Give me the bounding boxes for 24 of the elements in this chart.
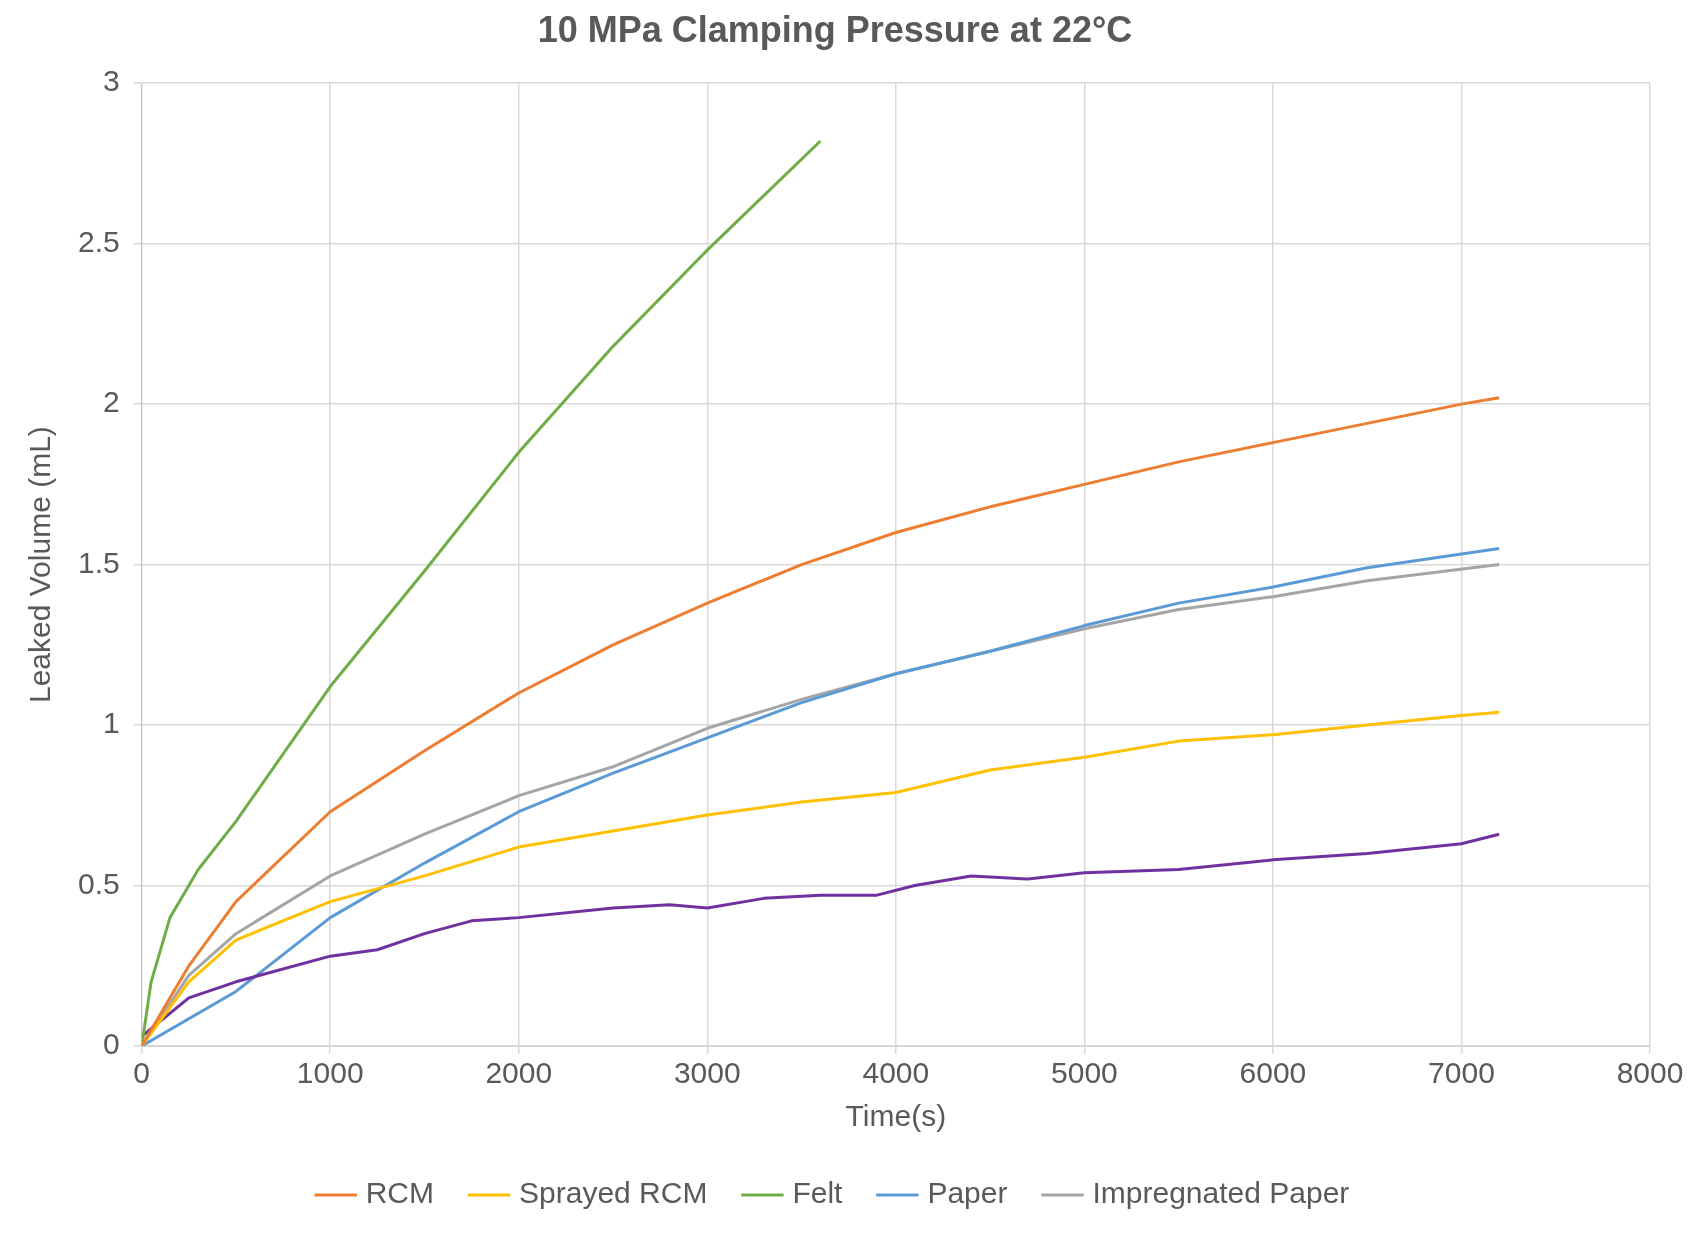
legend-label: Sprayed RCM — [519, 1176, 708, 1210]
y-tick-label: 1 — [103, 706, 120, 740]
y-axis-title: Leaked Volume (mL) — [23, 426, 57, 704]
legend-label: Paper — [927, 1176, 1008, 1210]
x-tick-label: 1000 — [296, 1056, 364, 1090]
x-tick-label: 4000 — [862, 1056, 930, 1090]
x-tick-label: 7000 — [1428, 1056, 1495, 1090]
y-tick-label: 3 — [103, 64, 120, 98]
legend-label: RCM — [365, 1176, 435, 1210]
chart-title: 10 MPa Clamping Pressure at 22°C — [537, 8, 1133, 50]
x-tick-label: 3000 — [673, 1056, 741, 1090]
legend-label: Impregnated Paper — [1092, 1176, 1350, 1210]
x-tick-label: 6000 — [1239, 1056, 1307, 1090]
x-tick-label: 2000 — [485, 1056, 553, 1090]
y-tick-label: 2.5 — [77, 224, 120, 258]
legend-label: Felt — [792, 1176, 844, 1210]
x-tick-label: 8000 — [1616, 1056, 1684, 1090]
x-axis-title: Time(s) — [845, 1099, 947, 1133]
y-tick-label: 2 — [103, 385, 120, 419]
y-tick-label: 0.5 — [77, 866, 120, 900]
x-tick-label: 0 — [133, 1056, 151, 1090]
y-tick-label: 1.5 — [77, 545, 120, 579]
y-tick-label: 0 — [103, 1027, 120, 1061]
x-tick-label: 5000 — [1051, 1056, 1118, 1090]
